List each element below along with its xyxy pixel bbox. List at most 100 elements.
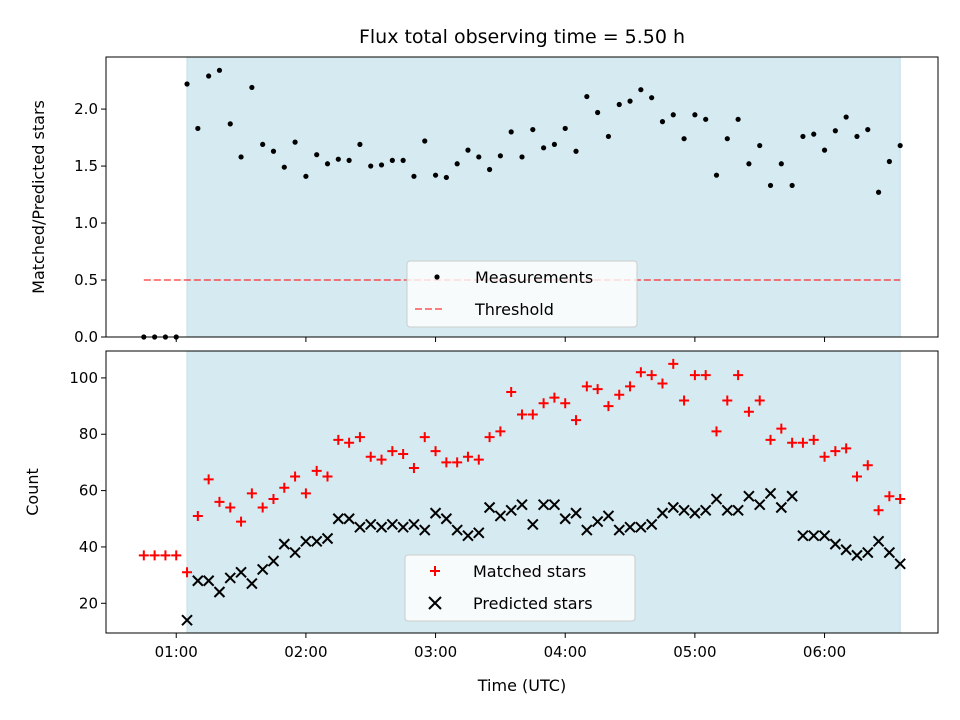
matched-point bbox=[376, 454, 387, 465]
predicted-point bbox=[365, 518, 377, 531]
matched-point bbox=[851, 471, 862, 482]
y-tick-label: 1.0 bbox=[74, 214, 98, 232]
matched-point bbox=[765, 434, 776, 445]
matched-point bbox=[192, 510, 203, 521]
predicted-point bbox=[775, 501, 788, 514]
legend-box bbox=[406, 260, 638, 328]
measurement-point bbox=[206, 73, 212, 79]
predicted-point bbox=[581, 524, 593, 536]
matched-point bbox=[452, 457, 463, 468]
y-tick-label: 0.0 bbox=[74, 328, 98, 346]
predicted-point bbox=[483, 501, 496, 514]
measurement-point bbox=[865, 126, 871, 133]
matched-point bbox=[862, 460, 873, 471]
matched-point bbox=[236, 516, 247, 527]
predicted-point bbox=[192, 575, 204, 587]
predicted-point bbox=[808, 529, 820, 542]
matched-point bbox=[484, 432, 495, 443]
matched-point bbox=[679, 395, 690, 406]
predicted-point bbox=[321, 532, 334, 545]
measurement-point bbox=[422, 138, 428, 144]
measurement-point bbox=[595, 109, 601, 116]
predicted-point bbox=[343, 513, 355, 525]
measurement-point bbox=[368, 163, 374, 169]
predicted-point bbox=[862, 546, 874, 559]
matched-point bbox=[884, 491, 895, 502]
predicted-point bbox=[527, 518, 539, 531]
predicted-point bbox=[440, 513, 453, 525]
matched-point bbox=[419, 432, 430, 443]
measurement-point bbox=[767, 182, 774, 189]
predicted-point bbox=[883, 546, 896, 559]
predicted-point bbox=[645, 518, 658, 531]
legend-label: Measurements bbox=[475, 268, 593, 287]
legend-label: Threshold bbox=[474, 300, 554, 319]
matched-point bbox=[646, 370, 657, 381]
matched-point bbox=[268, 494, 279, 505]
matched-point bbox=[495, 426, 506, 437]
measurement-point bbox=[519, 154, 525, 160]
predicted-point bbox=[354, 521, 366, 533]
matched-point bbox=[754, 395, 765, 406]
measurement-point bbox=[216, 67, 223, 73]
measurement-point bbox=[292, 139, 298, 145]
measurement-point bbox=[800, 133, 806, 140]
matched-point bbox=[408, 463, 419, 474]
predicted-point bbox=[591, 515, 604, 528]
measurement-point bbox=[724, 136, 730, 142]
predicted-point bbox=[310, 535, 323, 548]
x-tick-label: 02:00 bbox=[284, 643, 327, 661]
y-tick-label: 60 bbox=[79, 482, 98, 500]
legend: Matched stars Predicted stars bbox=[404, 554, 636, 622]
x-axis-label: Time (UTC) bbox=[477, 676, 566, 695]
measurement-point bbox=[260, 141, 266, 148]
legend-marker-dot bbox=[434, 274, 440, 280]
predicted-point bbox=[202, 575, 215, 587]
matched-point bbox=[214, 496, 225, 507]
matched-point bbox=[182, 567, 193, 578]
measurement-point bbox=[735, 116, 741, 122]
predicted-point bbox=[505, 504, 517, 517]
matched-point bbox=[225, 502, 236, 513]
measurement-point bbox=[270, 148, 277, 154]
measurement-point bbox=[497, 153, 503, 159]
matched-point bbox=[160, 550, 171, 561]
measurement-point bbox=[562, 125, 568, 132]
matched-point bbox=[279, 482, 290, 493]
predicted-point bbox=[602, 510, 615, 522]
predicted-point bbox=[213, 586, 226, 598]
axes-frame bbox=[105, 350, 939, 634]
predicted-point bbox=[570, 507, 582, 519]
matched-point bbox=[830, 446, 841, 457]
measurement-point bbox=[627, 98, 633, 104]
matched-point bbox=[711, 426, 722, 437]
matched-point bbox=[171, 550, 182, 561]
measurement-point bbox=[303, 173, 309, 179]
matched-point bbox=[354, 432, 365, 443]
measurement-point bbox=[432, 172, 439, 178]
measurement-point bbox=[616, 101, 622, 108]
predicted-point bbox=[408, 518, 420, 531]
predicted-point bbox=[797, 529, 809, 542]
measurement-point bbox=[638, 87, 644, 93]
measurement-point bbox=[832, 128, 838, 134]
measurement-point bbox=[703, 116, 709, 122]
predicted-point bbox=[732, 504, 744, 517]
measurement-point bbox=[843, 114, 849, 120]
predicted-point bbox=[851, 549, 863, 562]
predicted-point bbox=[613, 524, 625, 536]
measurement-point bbox=[238, 154, 244, 160]
top-axes: 0.0 0.5 1.0 1.5 2.0 Measurements Threshold bbox=[74, 56, 939, 346]
predicted-point bbox=[678, 504, 690, 517]
matched-point bbox=[592, 384, 603, 395]
legend-box bbox=[404, 554, 636, 622]
measurement-point bbox=[713, 172, 720, 178]
matched-point bbox=[657, 378, 668, 389]
predicted-point bbox=[332, 513, 345, 525]
measurement-point bbox=[746, 161, 752, 167]
measurement-point bbox=[681, 136, 687, 142]
predicted-point bbox=[699, 504, 712, 517]
matched-point bbox=[819, 451, 830, 462]
predicted-point bbox=[473, 527, 485, 539]
